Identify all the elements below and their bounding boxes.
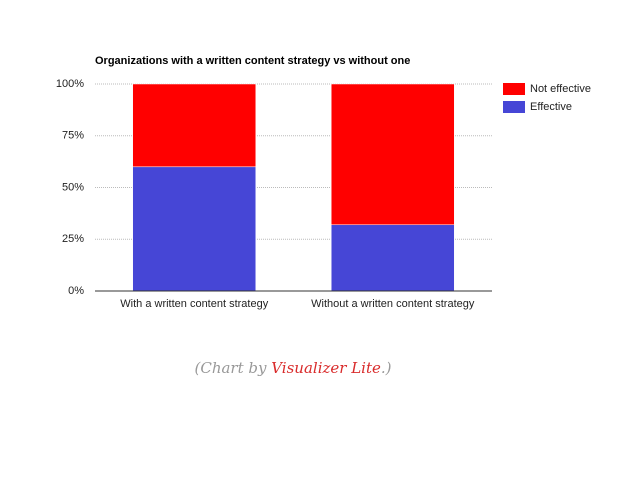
legend-label: Not effective — [530, 83, 591, 95]
caption-link[interactable]: Visualizer Lite — [271, 359, 381, 377]
legend-label: Effective — [530, 101, 572, 113]
caption-suffix: .) — [381, 359, 392, 377]
y-tick-label: 100% — [56, 78, 84, 90]
legend-swatch — [503, 83, 525, 95]
y-tick-label: 0% — [68, 285, 84, 297]
x-tick-label: With a written content strategy — [120, 298, 268, 310]
bar-segment — [330, 83, 455, 226]
caption: (Chart by Visualizer Lite.) — [194, 359, 391, 377]
caption-prefix: (Chart by — [194, 359, 271, 377]
chart-title: Organizations with a written content str… — [95, 55, 410, 67]
y-tick-label: 75% — [62, 130, 84, 142]
bar-segment — [132, 83, 257, 168]
legend-swatch — [503, 101, 525, 113]
bar-segment — [330, 224, 455, 292]
x-tick-label: Without a written content strategy — [311, 298, 475, 310]
y-tick-label: 25% — [62, 233, 84, 245]
y-tick-label: 50% — [62, 181, 84, 193]
bar-segment — [132, 166, 257, 292]
